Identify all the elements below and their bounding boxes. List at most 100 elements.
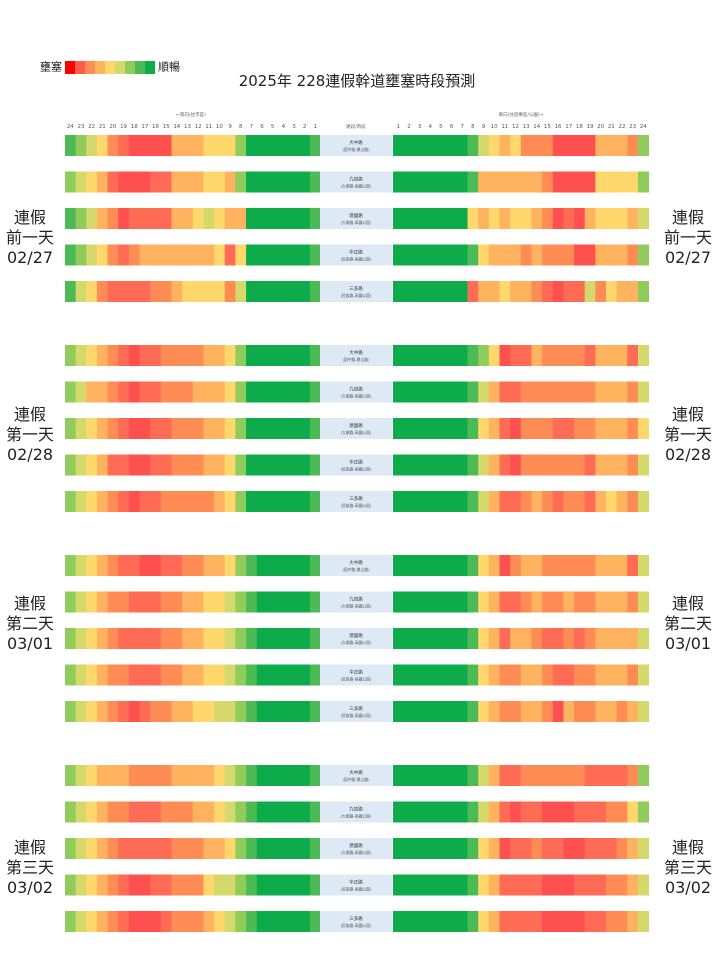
heat-cell [182, 491, 194, 512]
heat-cell [499, 701, 511, 722]
heat-cell [606, 454, 618, 476]
heat-cell [107, 491, 119, 512]
heat-cell [182, 135, 194, 156]
road-row: 建國路(大順路-高鐵公園) [65, 628, 649, 649]
heat-cell [160, 591, 172, 613]
heat-cell [563, 171, 575, 193]
legend-right-label: 順暢 [158, 61, 180, 74]
heat-cell [224, 208, 236, 229]
heat-cell [531, 381, 543, 403]
heat-cell [488, 135, 500, 156]
road-subname: (民族路-高鐵公園) [341, 467, 372, 472]
heat-cell [574, 801, 586, 823]
heat-cell [246, 491, 258, 512]
heat-cell [128, 381, 140, 403]
heat-cell [299, 628, 311, 649]
heat-cell [246, 765, 258, 786]
heat-cell [574, 454, 586, 476]
heat-cell [278, 591, 290, 613]
heat-cell [65, 765, 77, 786]
heat-cell [616, 911, 628, 932]
heat-cell [299, 244, 311, 266]
heat-cell [606, 208, 618, 229]
heat-cell [563, 765, 575, 786]
heat-cell [584, 454, 596, 476]
road-name: 三多路 [349, 705, 363, 712]
heat-cell [424, 135, 436, 156]
heat-cell [616, 454, 628, 476]
heat-cell [467, 135, 479, 156]
heat-cell [182, 208, 194, 229]
heat-cell [574, 874, 586, 896]
heat-cell [393, 454, 405, 476]
road-name: 大中路 [349, 559, 363, 566]
heat-cell [446, 591, 458, 613]
heat-cell [288, 838, 300, 859]
heat-cell [278, 801, 290, 823]
legend-swatch [85, 61, 95, 74]
heat-cell [488, 838, 500, 859]
heat-cell [637, 208, 649, 229]
heat-cell [171, 345, 183, 366]
heat-cell [414, 911, 426, 932]
heat-cell [214, 874, 226, 896]
heat-cell [446, 418, 458, 439]
heat-cell [214, 418, 226, 439]
heat-cell [214, 171, 226, 193]
heat-cell [403, 381, 415, 403]
heat-cell [75, 171, 87, 193]
heat-cell [510, 591, 522, 613]
heat-cell [192, 171, 204, 193]
heat-cell [467, 838, 479, 859]
heat-cell [510, 911, 522, 932]
heat-cell [256, 838, 268, 859]
road-row: 三多路(民族路-高鐵公園) [65, 281, 649, 302]
heat-cell [235, 281, 247, 302]
heat-cell [563, 418, 575, 439]
heat-cell [96, 208, 108, 229]
heat-cell [182, 874, 194, 896]
heat-cell [414, 381, 426, 403]
heat-cell [499, 911, 511, 932]
heat-cell [510, 454, 522, 476]
heat-cell [267, 208, 279, 229]
heat-cell [446, 838, 458, 859]
heat-cell [278, 555, 290, 576]
heat-cell [246, 244, 258, 266]
heat-cell [403, 628, 415, 649]
heat-cell [595, 208, 607, 229]
heat-cell [107, 765, 119, 786]
heat-cell [150, 765, 162, 786]
heat-cell [510, 628, 522, 649]
heat-cell [531, 765, 543, 786]
heat-cell [278, 171, 290, 193]
heat-cell [192, 591, 204, 613]
heat-cell [403, 765, 415, 786]
road-label-box [320, 418, 392, 439]
heat-cell [214, 911, 226, 932]
heat-cell [267, 911, 279, 932]
road-subname: (民族路-高鐵公園) [341, 713, 372, 718]
heat-cell [499, 801, 511, 823]
heat-cell [595, 281, 607, 302]
heat-cell [424, 628, 436, 649]
heat-cell [256, 765, 268, 786]
day-block: 大中路(園中路-鼎山路)九如路(大順路-高鐵公園)建國路(大順路-高鐵公園)中正… [65, 765, 649, 932]
heat-cell [139, 701, 151, 722]
heat-cell [65, 628, 77, 649]
road-subname: (民族路-高鐵公園) [341, 257, 372, 262]
hour-tick-left: 17 [141, 124, 148, 130]
heat-cell [278, 208, 290, 229]
heat-cell [171, 135, 183, 156]
heat-cell [65, 491, 77, 512]
heat-cell [510, 244, 522, 266]
chart-title: 2025年 228連假幹道壅塞時段預測 [239, 72, 476, 90]
heat-cell [574, 135, 586, 156]
heat-cell [288, 801, 300, 823]
heat-cell [456, 765, 468, 786]
heat-cell [531, 171, 543, 193]
heat-cell [203, 874, 215, 896]
heat-cell [309, 281, 321, 302]
heat-cell [235, 801, 247, 823]
heat-cell [456, 801, 468, 823]
